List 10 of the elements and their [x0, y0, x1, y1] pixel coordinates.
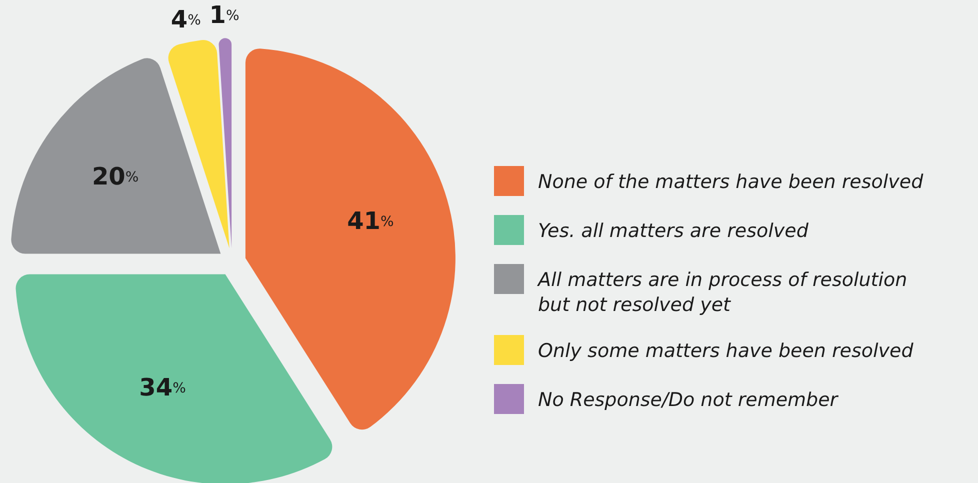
- data-label: 1%: [209, 0, 240, 29]
- legend-label: No Response/Do not remember: [538, 389, 839, 411]
- legend-label: None of the matters have been resolved: [538, 171, 924, 193]
- legend-label: Only some matters have been resolved: [538, 340, 914, 362]
- data-label: 34%: [139, 372, 186, 401]
- data-label: 41%: [347, 206, 394, 234]
- data-label: 20%: [92, 162, 139, 190]
- legend-label: Yes. all matters are resolved: [538, 220, 810, 242]
- legend-label: All matters are in process of resolution but not resolved yet: [536, 269, 908, 316]
- data-label: 4%: [170, 4, 201, 33]
